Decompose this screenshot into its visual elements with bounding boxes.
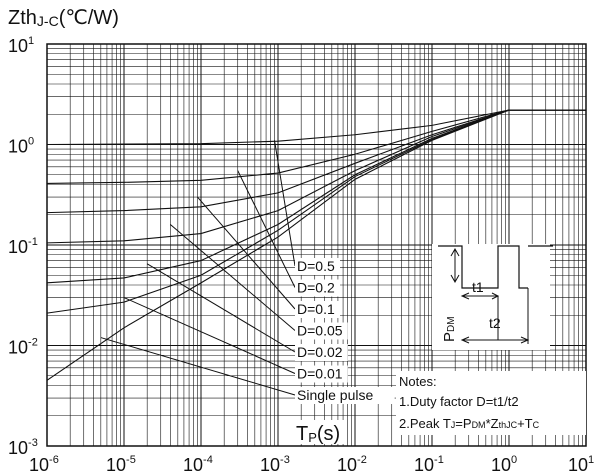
pulse-waveform	[438, 245, 553, 289]
y-tick-label: 101	[8, 35, 34, 56]
x-tick-label: 10-1	[414, 454, 444, 474]
notes-line-1: 1.Duty factor D=t1/t2	[399, 394, 519, 409]
notes-title: Notes:	[399, 374, 437, 389]
series-label-single-pulse: Single pulse	[297, 387, 373, 403]
series-label-background	[295, 258, 340, 275]
notes-line-2: 2.Peak TJ=PDM*ZthJC+TC	[399, 416, 540, 431]
x-tick-label: 100	[491, 454, 517, 474]
series-labels: D=0.5 D=0.2 D=0.1 D=0.05 D=0.02 D=0.01 Single …	[295, 258, 395, 404]
series-group	[46, 109, 586, 381]
leader-line-d-0-5	[273, 140, 296, 267]
pdm-label: PDM	[441, 316, 458, 342]
series-line-single-pulse	[46, 109, 586, 381]
x-tick-label: 10-3	[260, 454, 290, 474]
t1-label: t1	[472, 279, 484, 295]
pdm-arrow	[450, 247, 460, 284]
notes-box: Notes: 1.Duty factor D=t1/t2 2.Peak TJ=P…	[396, 371, 586, 435]
series-label-d-0-01: D=0.01	[297, 366, 343, 382]
leader-line-d-0-05	[170, 224, 296, 331]
series-label-d-0-5: D=0.5	[297, 258, 335, 274]
series-label-background	[295, 301, 340, 318]
x-tick-label: 10-4	[183, 454, 213, 474]
x-tick-label: 101	[568, 454, 594, 474]
series-label-background	[295, 279, 340, 297]
leader-line-d-0-01	[123, 297, 296, 374]
series-label-d-0-05: D=0.05	[297, 323, 343, 339]
x-tick-label: 10-5	[106, 454, 136, 474]
series-label-background	[295, 344, 348, 361]
y-tick-label: 10-3	[8, 437, 38, 458]
tick-labels: 10-6 10-5 10-4 10-3 10-2 10-1 100 101 10-3 10-2 10…	[8, 35, 594, 474]
legend-leaders	[100, 140, 296, 396]
x-axis-title-text: TP(s)	[296, 423, 340, 445]
series-label-d-0-02: D=0.02	[297, 344, 343, 360]
leader-line-d-0-1	[197, 196, 296, 310]
t2-arrow	[460, 288, 530, 344]
x-tick-label: 10-2	[337, 454, 367, 474]
notes-background	[396, 371, 586, 435]
t2-label: t2	[489, 315, 501, 331]
y-axis-title: ZthJ-C(℃/W)	[8, 7, 119, 29]
leader-line-d-0-02	[146, 263, 296, 353]
y-tick-label: 10-1	[8, 236, 38, 257]
series-label-d-0-1: D=0.1	[297, 301, 335, 317]
x-axis-title-background	[294, 420, 344, 444]
series-label-background	[295, 387, 395, 404]
pulse-inset: PDM t1 t2	[432, 244, 553, 350]
y-tick-label: 10-2	[8, 337, 38, 358]
leader-line-single-pulse	[100, 337, 296, 396]
plot-frame	[46, 43, 587, 447]
series-label-d-0-2: D=0.2	[297, 280, 335, 296]
leader-line-d-0-2	[237, 170, 296, 288]
series-label-background	[295, 365, 348, 383]
x-tick-label: 10-6	[29, 454, 59, 474]
inset-background	[432, 244, 550, 350]
y-tick-label: 100	[8, 136, 34, 157]
series-label-background	[295, 322, 348, 340]
x-axis-title: TP(s)	[294, 420, 344, 445]
